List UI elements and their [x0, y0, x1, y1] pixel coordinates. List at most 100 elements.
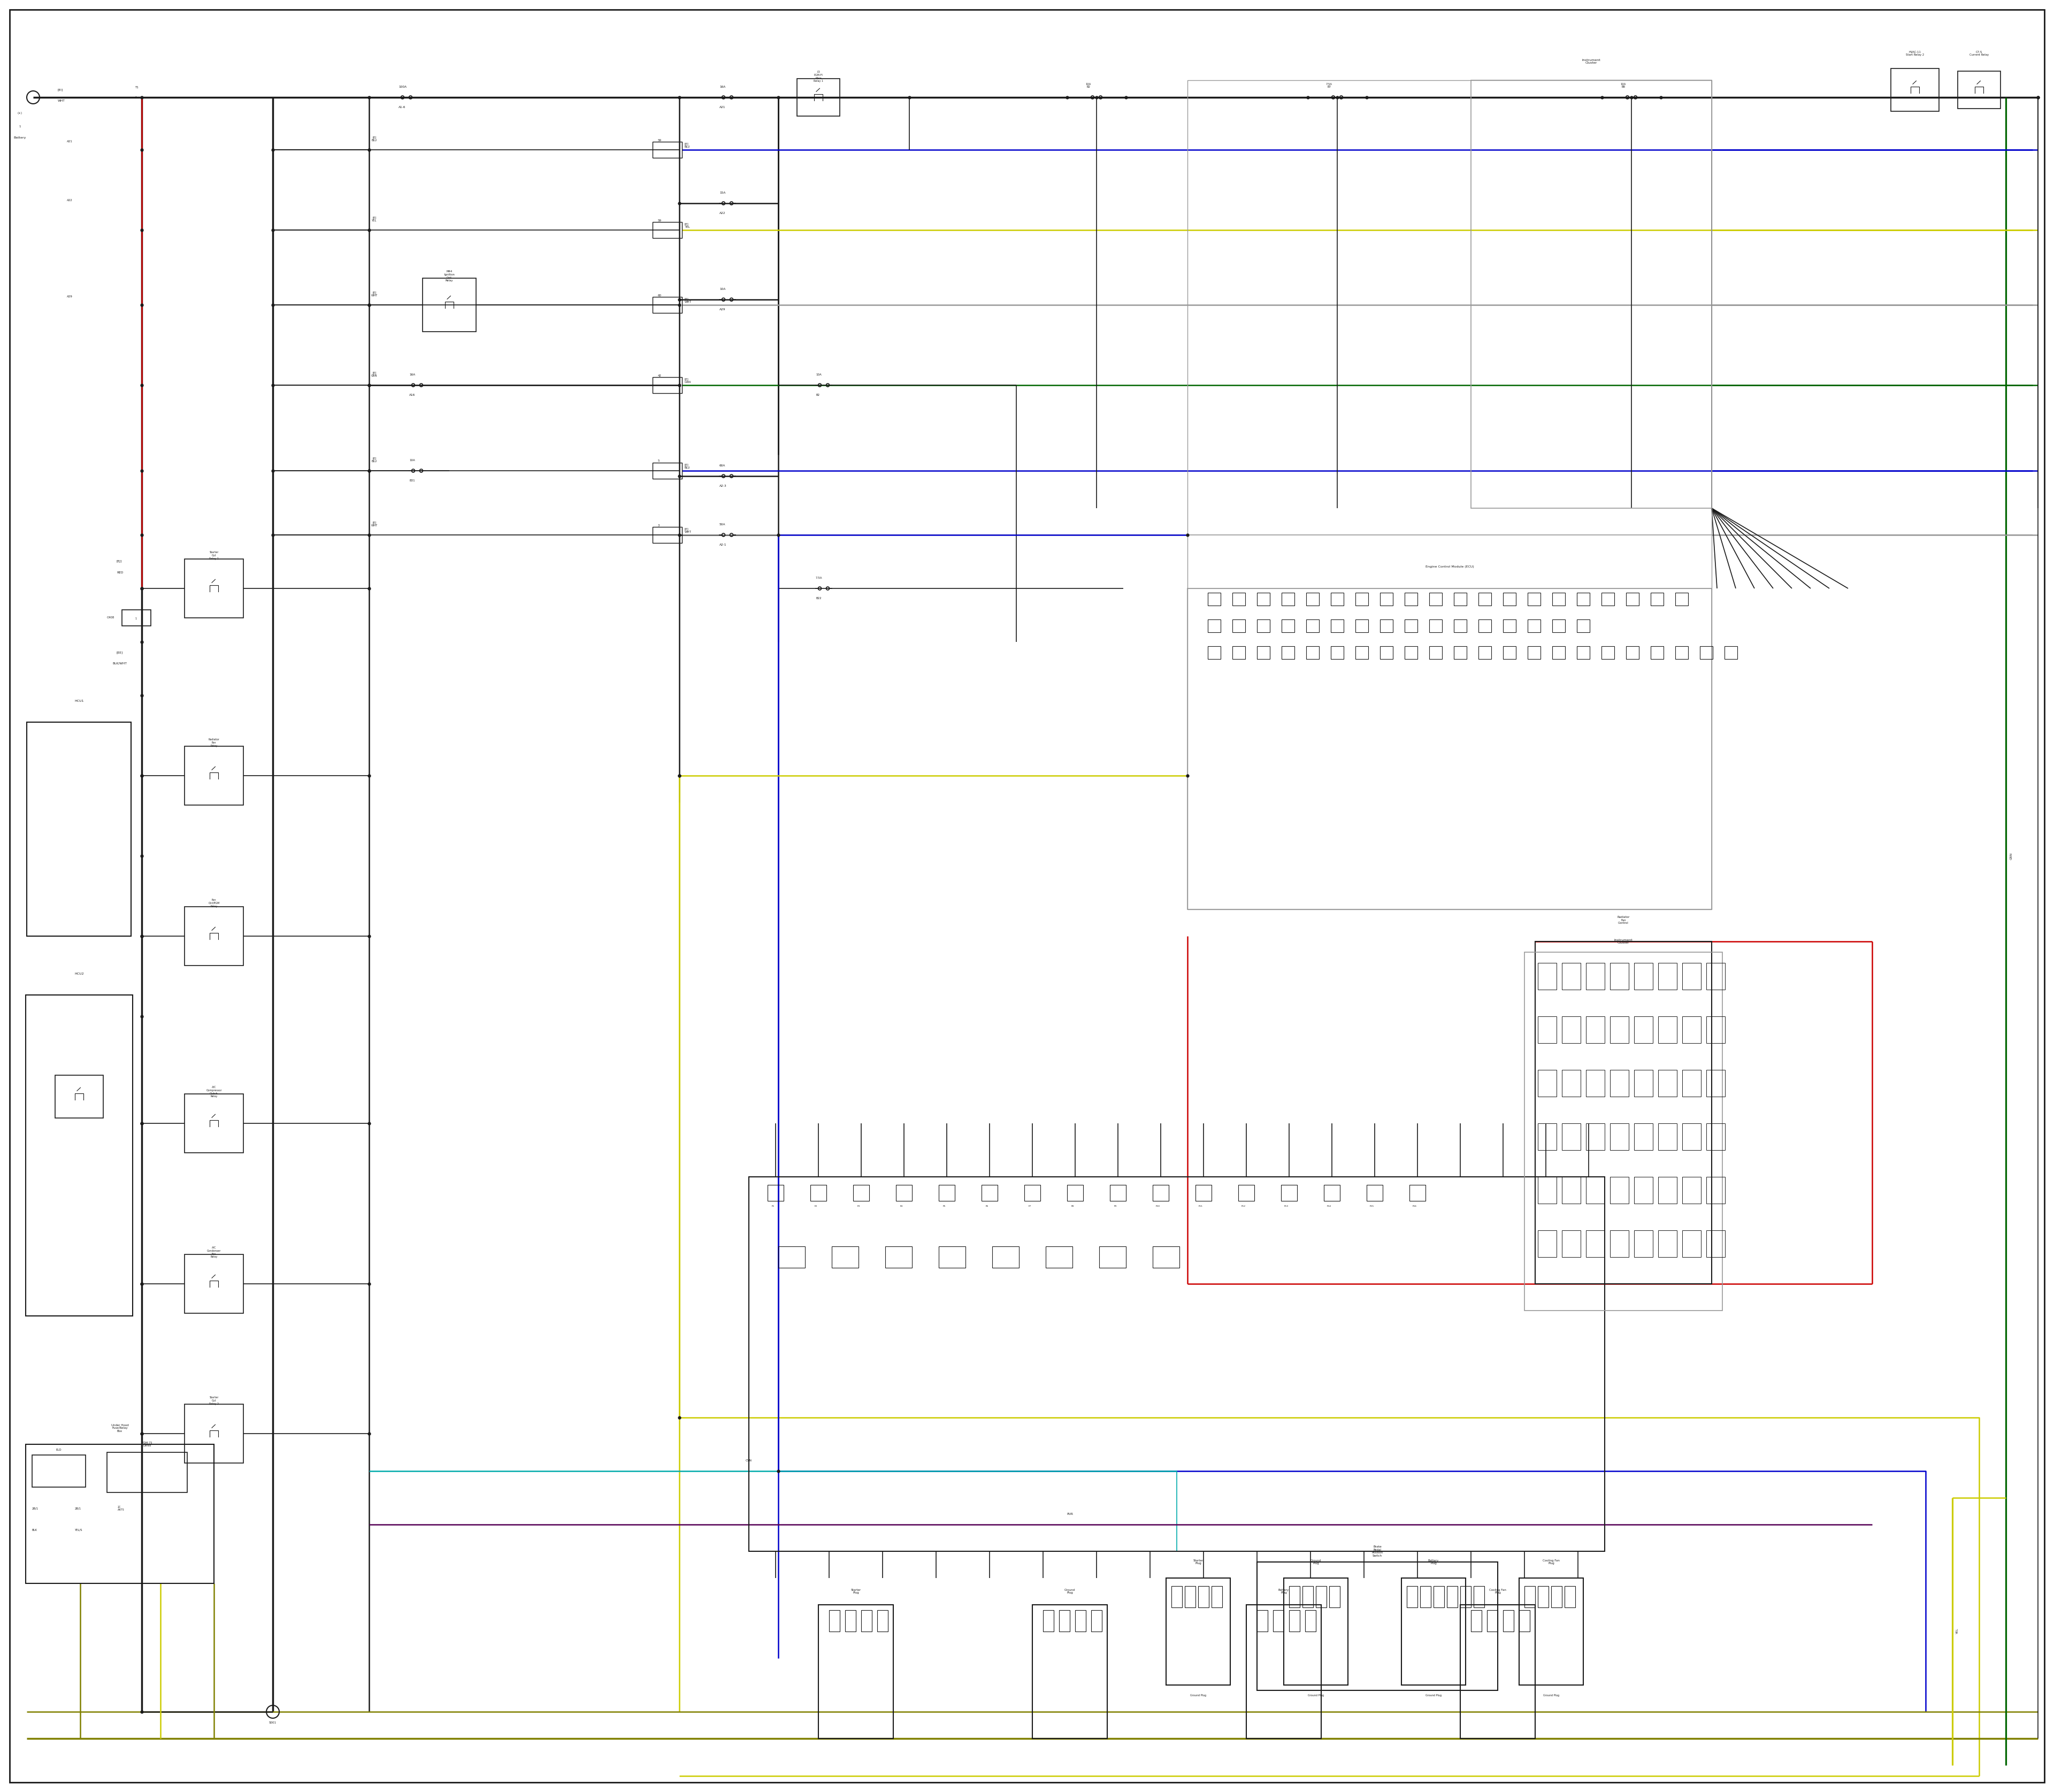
- Bar: [832, 1247, 859, 1267]
- Bar: [1658, 1177, 1676, 1204]
- Bar: [1610, 1231, 1629, 1256]
- Text: Brake
Pedal
Position
Switch: Brake Pedal Position Switch: [1372, 1545, 1382, 1557]
- Text: 2B/1: 2B/1: [74, 1507, 82, 1511]
- Text: A21: A21: [68, 140, 72, 143]
- Text: 59: 59: [657, 219, 661, 222]
- Bar: [1561, 1231, 1582, 1256]
- Bar: [1460, 1586, 1471, 1607]
- Bar: [1561, 1016, 1582, 1043]
- Bar: [1152, 1247, 1179, 1267]
- Bar: [1538, 962, 1557, 989]
- Bar: [797, 79, 840, 116]
- Text: 42: 42: [657, 375, 661, 376]
- Bar: [1561, 1124, 1582, 1150]
- Text: 16A: 16A: [409, 373, 415, 376]
- Text: Ground
Plug: Ground Plug: [1310, 1559, 1321, 1564]
- Text: [E]
BLU: [E] BLU: [684, 143, 690, 149]
- Bar: [1152, 1185, 1169, 1201]
- Text: WHT: WHT: [58, 99, 66, 102]
- Bar: [939, 1247, 965, 1267]
- Bar: [1586, 1231, 1604, 1256]
- Bar: [1707, 1124, 1725, 1150]
- Bar: [1091, 1611, 1101, 1631]
- Bar: [185, 1093, 242, 1152]
- Bar: [1430, 647, 1442, 659]
- Text: Ground Plug: Ground Plug: [1425, 1695, 1442, 1697]
- Bar: [1446, 1586, 1458, 1607]
- Text: Battery
Plug: Battery Plug: [1428, 1559, 1440, 1564]
- Bar: [1892, 68, 1939, 111]
- Bar: [1586, 1177, 1604, 1204]
- Bar: [1635, 1124, 1653, 1150]
- Bar: [653, 376, 682, 392]
- Bar: [1528, 593, 1540, 606]
- Text: (+): (+): [16, 113, 23, 115]
- Bar: [1208, 620, 1220, 633]
- Bar: [1553, 620, 1565, 633]
- Text: F3: F3: [857, 1206, 861, 1208]
- Text: 50A: 50A: [719, 523, 725, 525]
- Text: 60A: 60A: [719, 464, 725, 466]
- Text: [EI]: [EI]: [58, 88, 64, 91]
- Bar: [1290, 1586, 1300, 1607]
- Text: HVAC-11
Start Relay 2: HVAC-11 Start Relay 2: [1906, 50, 1925, 56]
- Bar: [1504, 647, 1516, 659]
- Bar: [27, 722, 131, 935]
- Text: 7.5A: 7.5A: [815, 577, 822, 579]
- Text: YEL/S: YEL/S: [74, 1529, 82, 1530]
- Text: C408: C408: [107, 616, 115, 620]
- Text: A21: A21: [719, 106, 725, 108]
- Text: Ground
Plug: Ground Plug: [1064, 1588, 1074, 1595]
- Bar: [1658, 962, 1676, 989]
- Bar: [1504, 593, 1516, 606]
- Bar: [1658, 1070, 1676, 1097]
- Bar: [1586, 962, 1604, 989]
- Text: BLK: BLK: [33, 1529, 37, 1530]
- Text: F4: F4: [900, 1206, 902, 1208]
- Bar: [1257, 1563, 1497, 1690]
- Text: Starter
Cut
Relay 2: Starter Cut Relay 2: [210, 1396, 220, 1405]
- Text: [E]
WHT: [E] WHT: [372, 292, 378, 297]
- Text: F6: F6: [986, 1206, 988, 1208]
- Bar: [1306, 593, 1319, 606]
- Bar: [1430, 593, 1442, 606]
- Text: [E]
YEL: [E] YEL: [684, 222, 690, 229]
- Bar: [1257, 1611, 1267, 1631]
- Bar: [185, 745, 242, 805]
- Bar: [1565, 1586, 1575, 1607]
- Text: [E]
GRN: [E] GRN: [372, 371, 378, 378]
- Text: 100A: 100A: [398, 86, 407, 88]
- Text: A2-1: A2-1: [719, 543, 727, 547]
- Bar: [1197, 1586, 1210, 1607]
- Bar: [1725, 647, 1738, 659]
- Bar: [107, 1452, 187, 1493]
- Text: 10A
B2: 10A B2: [1087, 82, 1091, 88]
- Bar: [1524, 1586, 1534, 1607]
- Bar: [1520, 1579, 1584, 1684]
- Bar: [1208, 647, 1220, 659]
- Bar: [1658, 1231, 1676, 1256]
- Bar: [1651, 593, 1664, 606]
- Bar: [1602, 647, 1614, 659]
- Bar: [1025, 1185, 1041, 1201]
- Bar: [653, 222, 682, 238]
- Bar: [1366, 1185, 1382, 1201]
- Bar: [25, 1444, 214, 1584]
- Bar: [1635, 1016, 1653, 1043]
- Bar: [811, 1185, 826, 1201]
- Bar: [1701, 647, 1713, 659]
- Bar: [1454, 593, 1467, 606]
- Bar: [1405, 593, 1417, 606]
- Bar: [1538, 1124, 1557, 1150]
- Text: 10A: 10A: [719, 287, 725, 290]
- Text: A16: A16: [409, 394, 415, 396]
- Text: Ground Plug: Ground Plug: [1543, 1695, 1559, 1697]
- Bar: [1043, 1611, 1054, 1631]
- Bar: [1273, 1611, 1284, 1631]
- Bar: [1356, 593, 1368, 606]
- Bar: [1651, 647, 1664, 659]
- Bar: [1380, 593, 1393, 606]
- Text: 59: 59: [657, 138, 661, 142]
- Text: F12: F12: [1241, 1206, 1247, 1208]
- Bar: [1658, 1124, 1676, 1150]
